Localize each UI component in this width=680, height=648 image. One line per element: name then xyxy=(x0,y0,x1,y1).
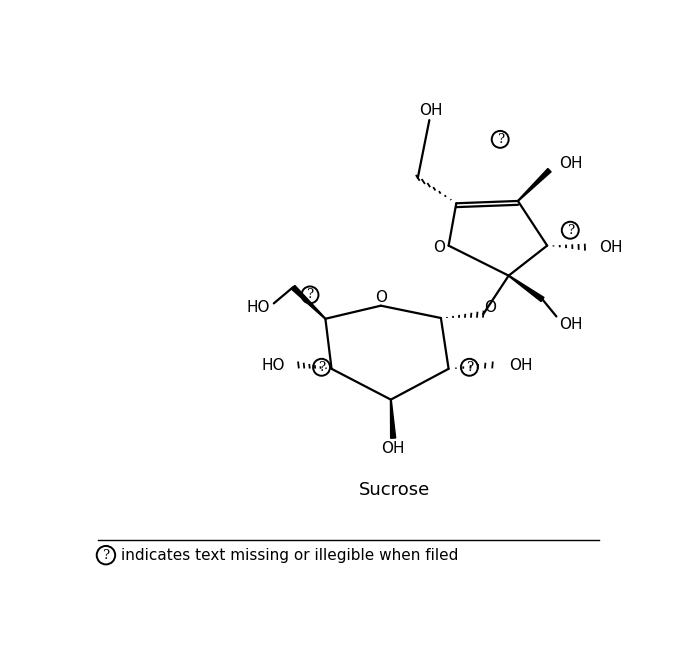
Polygon shape xyxy=(291,285,326,319)
Text: OH: OH xyxy=(381,441,405,456)
Polygon shape xyxy=(390,400,396,438)
Text: ?: ? xyxy=(566,224,574,237)
Text: O: O xyxy=(484,300,496,315)
Text: OH: OH xyxy=(560,317,583,332)
Text: ?: ? xyxy=(496,133,504,146)
Text: ?: ? xyxy=(103,549,109,562)
Text: ?: ? xyxy=(307,288,313,301)
Text: HO: HO xyxy=(261,358,285,373)
Text: OH: OH xyxy=(419,102,443,117)
Text: O: O xyxy=(375,290,388,305)
Polygon shape xyxy=(517,168,551,202)
Text: HO: HO xyxy=(246,300,270,315)
Text: OH: OH xyxy=(599,240,622,255)
Text: indicates text missing or illegible when filed: indicates text missing or illegible when… xyxy=(120,548,458,562)
Text: ?: ? xyxy=(318,361,325,374)
Text: Sucrose: Sucrose xyxy=(359,481,430,499)
Text: ?: ? xyxy=(466,361,473,374)
Text: O: O xyxy=(433,240,445,255)
Polygon shape xyxy=(509,275,544,301)
Text: OH: OH xyxy=(559,157,582,172)
Text: OH: OH xyxy=(509,358,533,373)
